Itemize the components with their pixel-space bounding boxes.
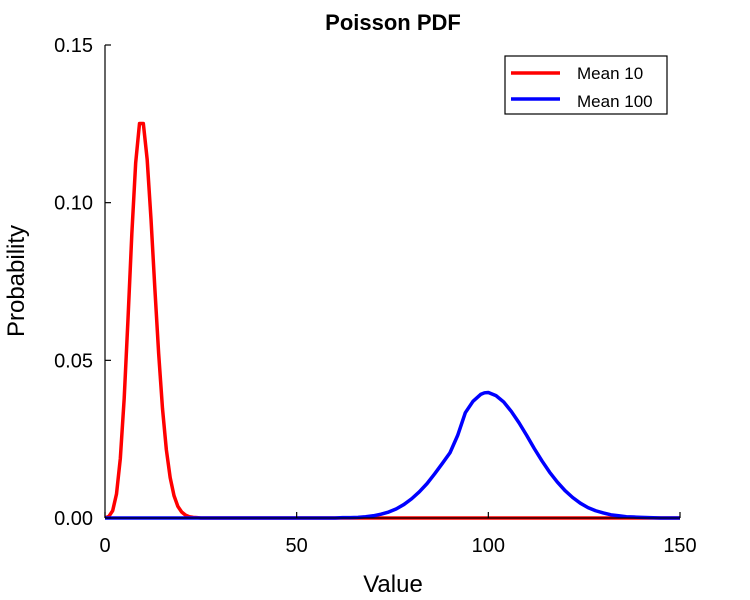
legend-label-mean-10: Mean 10: [577, 64, 643, 83]
x-tick-label: 0: [99, 535, 110, 557]
y-tick-label: 0.05: [54, 350, 93, 372]
x-tick-label: 100: [472, 535, 505, 557]
y-tick-label: 0.15: [54, 35, 93, 57]
x-tick-label: 150: [663, 535, 696, 557]
axes: [104, 45, 680, 519]
y-tick-label: 0.00: [54, 508, 93, 530]
ticks: 0 50 100 150 0.00 0.05 0.10 0.15: [54, 35, 697, 557]
y-axis-label: Probability: [3, 225, 30, 337]
chart-title: Poisson PDF: [325, 10, 461, 35]
y-tick-label: 0.10: [54, 193, 93, 215]
legend: Mean 10 Mean 100: [504, 55, 668, 115]
legend-box: [504, 55, 668, 115]
x-tick-label: 50: [286, 535, 308, 557]
x-axis-label: Value: [363, 571, 423, 598]
legend-label-mean-100: Mean 100: [577, 92, 653, 111]
